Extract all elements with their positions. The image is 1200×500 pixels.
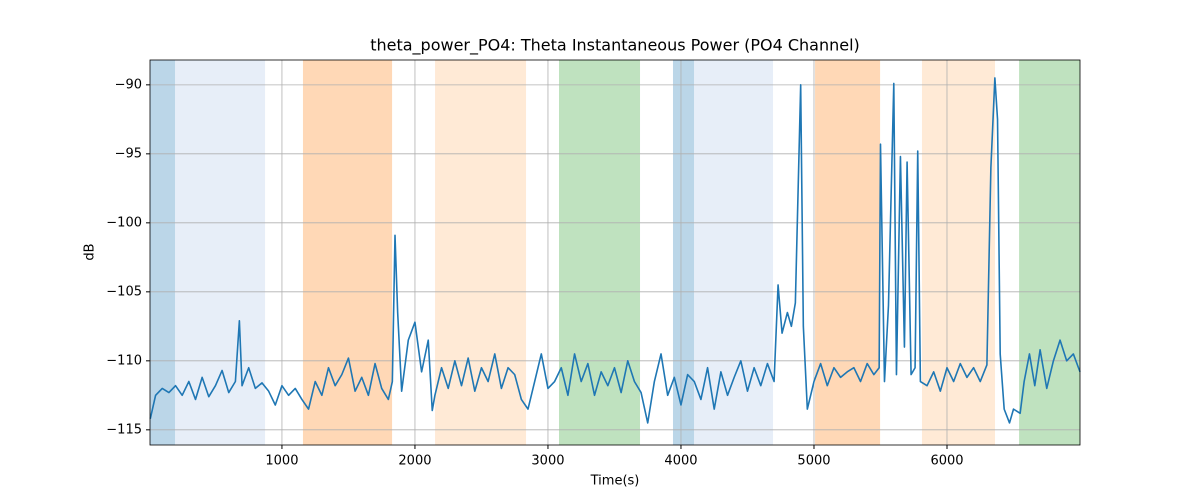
x-tick-label: 1000 — [265, 454, 298, 469]
y-tick-label: −100 — [106, 215, 142, 230]
shaded-span — [559, 60, 641, 445]
plot-frame — [149, 59, 1081, 446]
y-axis-label: dB — [83, 243, 98, 260]
y-tick-label: −110 — [106, 353, 142, 368]
data-line — [149, 77, 1081, 424]
y-tick-label: −105 — [106, 284, 142, 299]
shaded-span — [302, 60, 393, 445]
x-axis-label: Time(s) — [590, 474, 640, 489]
shaded-span — [815, 60, 881, 445]
x-tick-label: 4000 — [664, 454, 697, 469]
shaded-span — [175, 60, 266, 445]
y-tick-label: −90 — [115, 77, 142, 92]
shaded-span — [150, 60, 176, 445]
shaded-span — [672, 60, 695, 445]
shaded-span — [1019, 60, 1080, 445]
x-tick-label: 5000 — [797, 454, 830, 469]
y-tick-label: −115 — [106, 422, 142, 437]
chart-title: theta_power_PO4: Theta Instantaneous Pow… — [370, 36, 860, 56]
shaded-span — [921, 60, 996, 445]
x-tick-label: 2000 — [398, 454, 431, 469]
x-tick-label: 6000 — [930, 454, 963, 469]
shaded-span — [694, 60, 774, 445]
y-tick-label: −95 — [115, 146, 142, 161]
x-tick-label: 3000 — [531, 454, 564, 469]
